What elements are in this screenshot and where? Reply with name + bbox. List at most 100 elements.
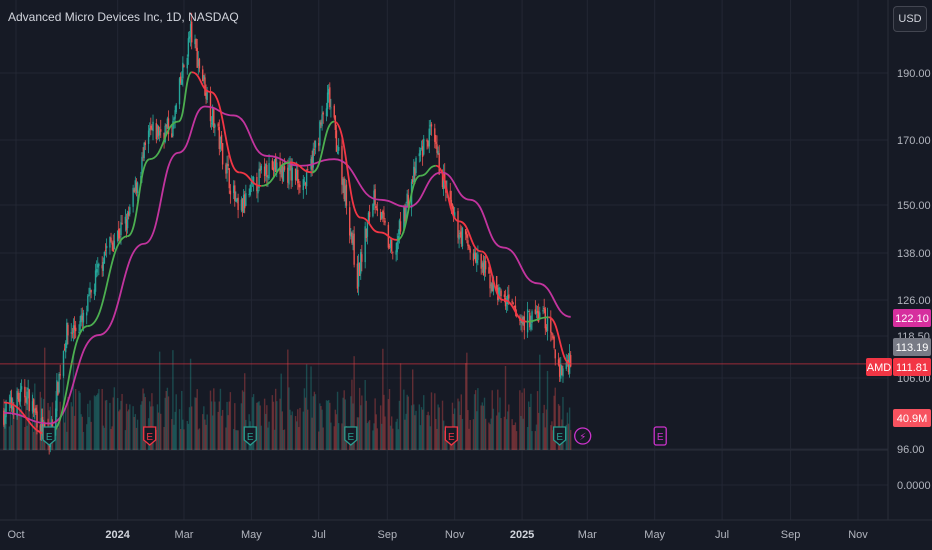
volume-bar	[103, 427, 106, 450]
volume-bar	[283, 429, 286, 450]
earnings-markers[interactable]: E E E E E E E ⚡	[42, 426, 667, 446]
volume-bar	[196, 389, 198, 450]
volume-bar	[279, 398, 281, 450]
volume-bar	[263, 398, 266, 450]
volume-bar	[383, 394, 385, 450]
candle-body	[19, 388, 22, 402]
volume-bar	[514, 422, 517, 450]
volume-bar	[136, 419, 139, 450]
volume-label-bg	[893, 409, 931, 427]
volume-bar	[132, 406, 134, 450]
price-tick-label: 96.00	[897, 444, 925, 456]
candle-body	[141, 156, 143, 175]
candle-body	[289, 165, 291, 167]
candle-body	[437, 150, 439, 155]
candle-body	[182, 62, 184, 79]
candle-body	[295, 170, 298, 180]
volume-bar	[529, 406, 531, 450]
candle-body	[167, 118, 170, 135]
candle-body	[67, 324, 69, 336]
volume-bar	[179, 428, 182, 450]
candle-body	[512, 302, 514, 304]
ma-fast-segment	[458, 220, 482, 253]
time-axis[interactable]: Oct 2024 Mar May Jul Sep Nov 2025 Mar May Jul Sep No…	[0, 519, 932, 550]
volume-bar	[234, 403, 236, 450]
volume-bar	[86, 424, 88, 450]
candle-body	[149, 128, 151, 131]
candle-body	[495, 276, 498, 290]
ma-fast-segment	[396, 174, 421, 241]
volume-bar	[17, 415, 19, 450]
volume-bar	[472, 419, 475, 450]
symbol-label: AMD	[867, 362, 892, 374]
volume-bar	[290, 415, 292, 450]
candle-body	[436, 144, 438, 153]
volume-bar	[570, 429, 572, 450]
candle-body	[190, 21, 193, 43]
candle-body	[490, 284, 492, 287]
candle-body	[291, 167, 293, 181]
currency-button[interactable]: USD	[893, 6, 927, 32]
candle-body	[111, 242, 113, 245]
candle-body	[160, 129, 162, 132]
volume-bar	[497, 389, 499, 450]
candle-body	[419, 150, 422, 156]
candle-body	[110, 237, 112, 242]
volume-bar	[203, 406, 205, 450]
candle-body	[217, 123, 219, 127]
volume-bar	[217, 411, 219, 450]
candle-body	[328, 88, 330, 95]
volume-bar	[288, 387, 290, 450]
candle-body	[147, 130, 150, 144]
ma-fast-price-label: 111.81	[896, 362, 928, 374]
volume-bar	[206, 414, 208, 450]
volume-bar	[189, 358, 192, 450]
volume-bar	[329, 402, 331, 450]
volume-bar	[374, 398, 376, 450]
volume-bar	[105, 399, 108, 450]
candle-body	[272, 167, 275, 171]
volume-bar	[67, 397, 69, 450]
candle-body	[40, 418, 43, 432]
candle-body	[88, 294, 90, 296]
candle-body	[268, 163, 270, 179]
volume-bar	[8, 426, 11, 450]
candle-body	[124, 216, 127, 224]
candle-body	[396, 241, 398, 253]
ma-fast-segment	[210, 91, 240, 174]
candle-body	[326, 92, 329, 109]
earnings-label: E	[146, 432, 153, 443]
volume-bar	[197, 429, 200, 450]
candle-body	[357, 262, 360, 287]
candle-body	[283, 166, 286, 170]
volume-bar	[468, 428, 470, 450]
volume-bar	[160, 413, 162, 450]
volume-bar	[505, 419, 508, 450]
volume-bar	[178, 409, 181, 450]
candle-body	[120, 222, 122, 236]
candle-body	[143, 142, 145, 159]
volume-bar	[181, 390, 183, 450]
candle-body	[109, 237, 111, 248]
volume-bar	[528, 401, 530, 450]
price-axis[interactable]: 190.00170.00150.00138.00126.00118.50106.…	[887, 0, 932, 550]
candle-body	[366, 221, 369, 237]
volume-bar	[267, 427, 269, 450]
volume-bar	[187, 423, 190, 450]
volume-bar	[27, 397, 29, 450]
candle-body	[449, 190, 451, 200]
candle-body	[9, 396, 12, 403]
volume-bar	[167, 396, 170, 450]
candle-body	[197, 59, 200, 66]
volume-bar	[421, 409, 424, 450]
candle-body	[552, 335, 554, 338]
dividend-icon: ⚡	[579, 432, 586, 443]
candle-body	[163, 132, 165, 141]
candle-body	[298, 183, 300, 188]
candle-body	[484, 260, 487, 270]
volume-bar	[299, 407, 301, 450]
ma-fast-segment	[548, 316, 572, 365]
candle-body	[25, 397, 27, 403]
candle-body	[202, 69, 204, 82]
